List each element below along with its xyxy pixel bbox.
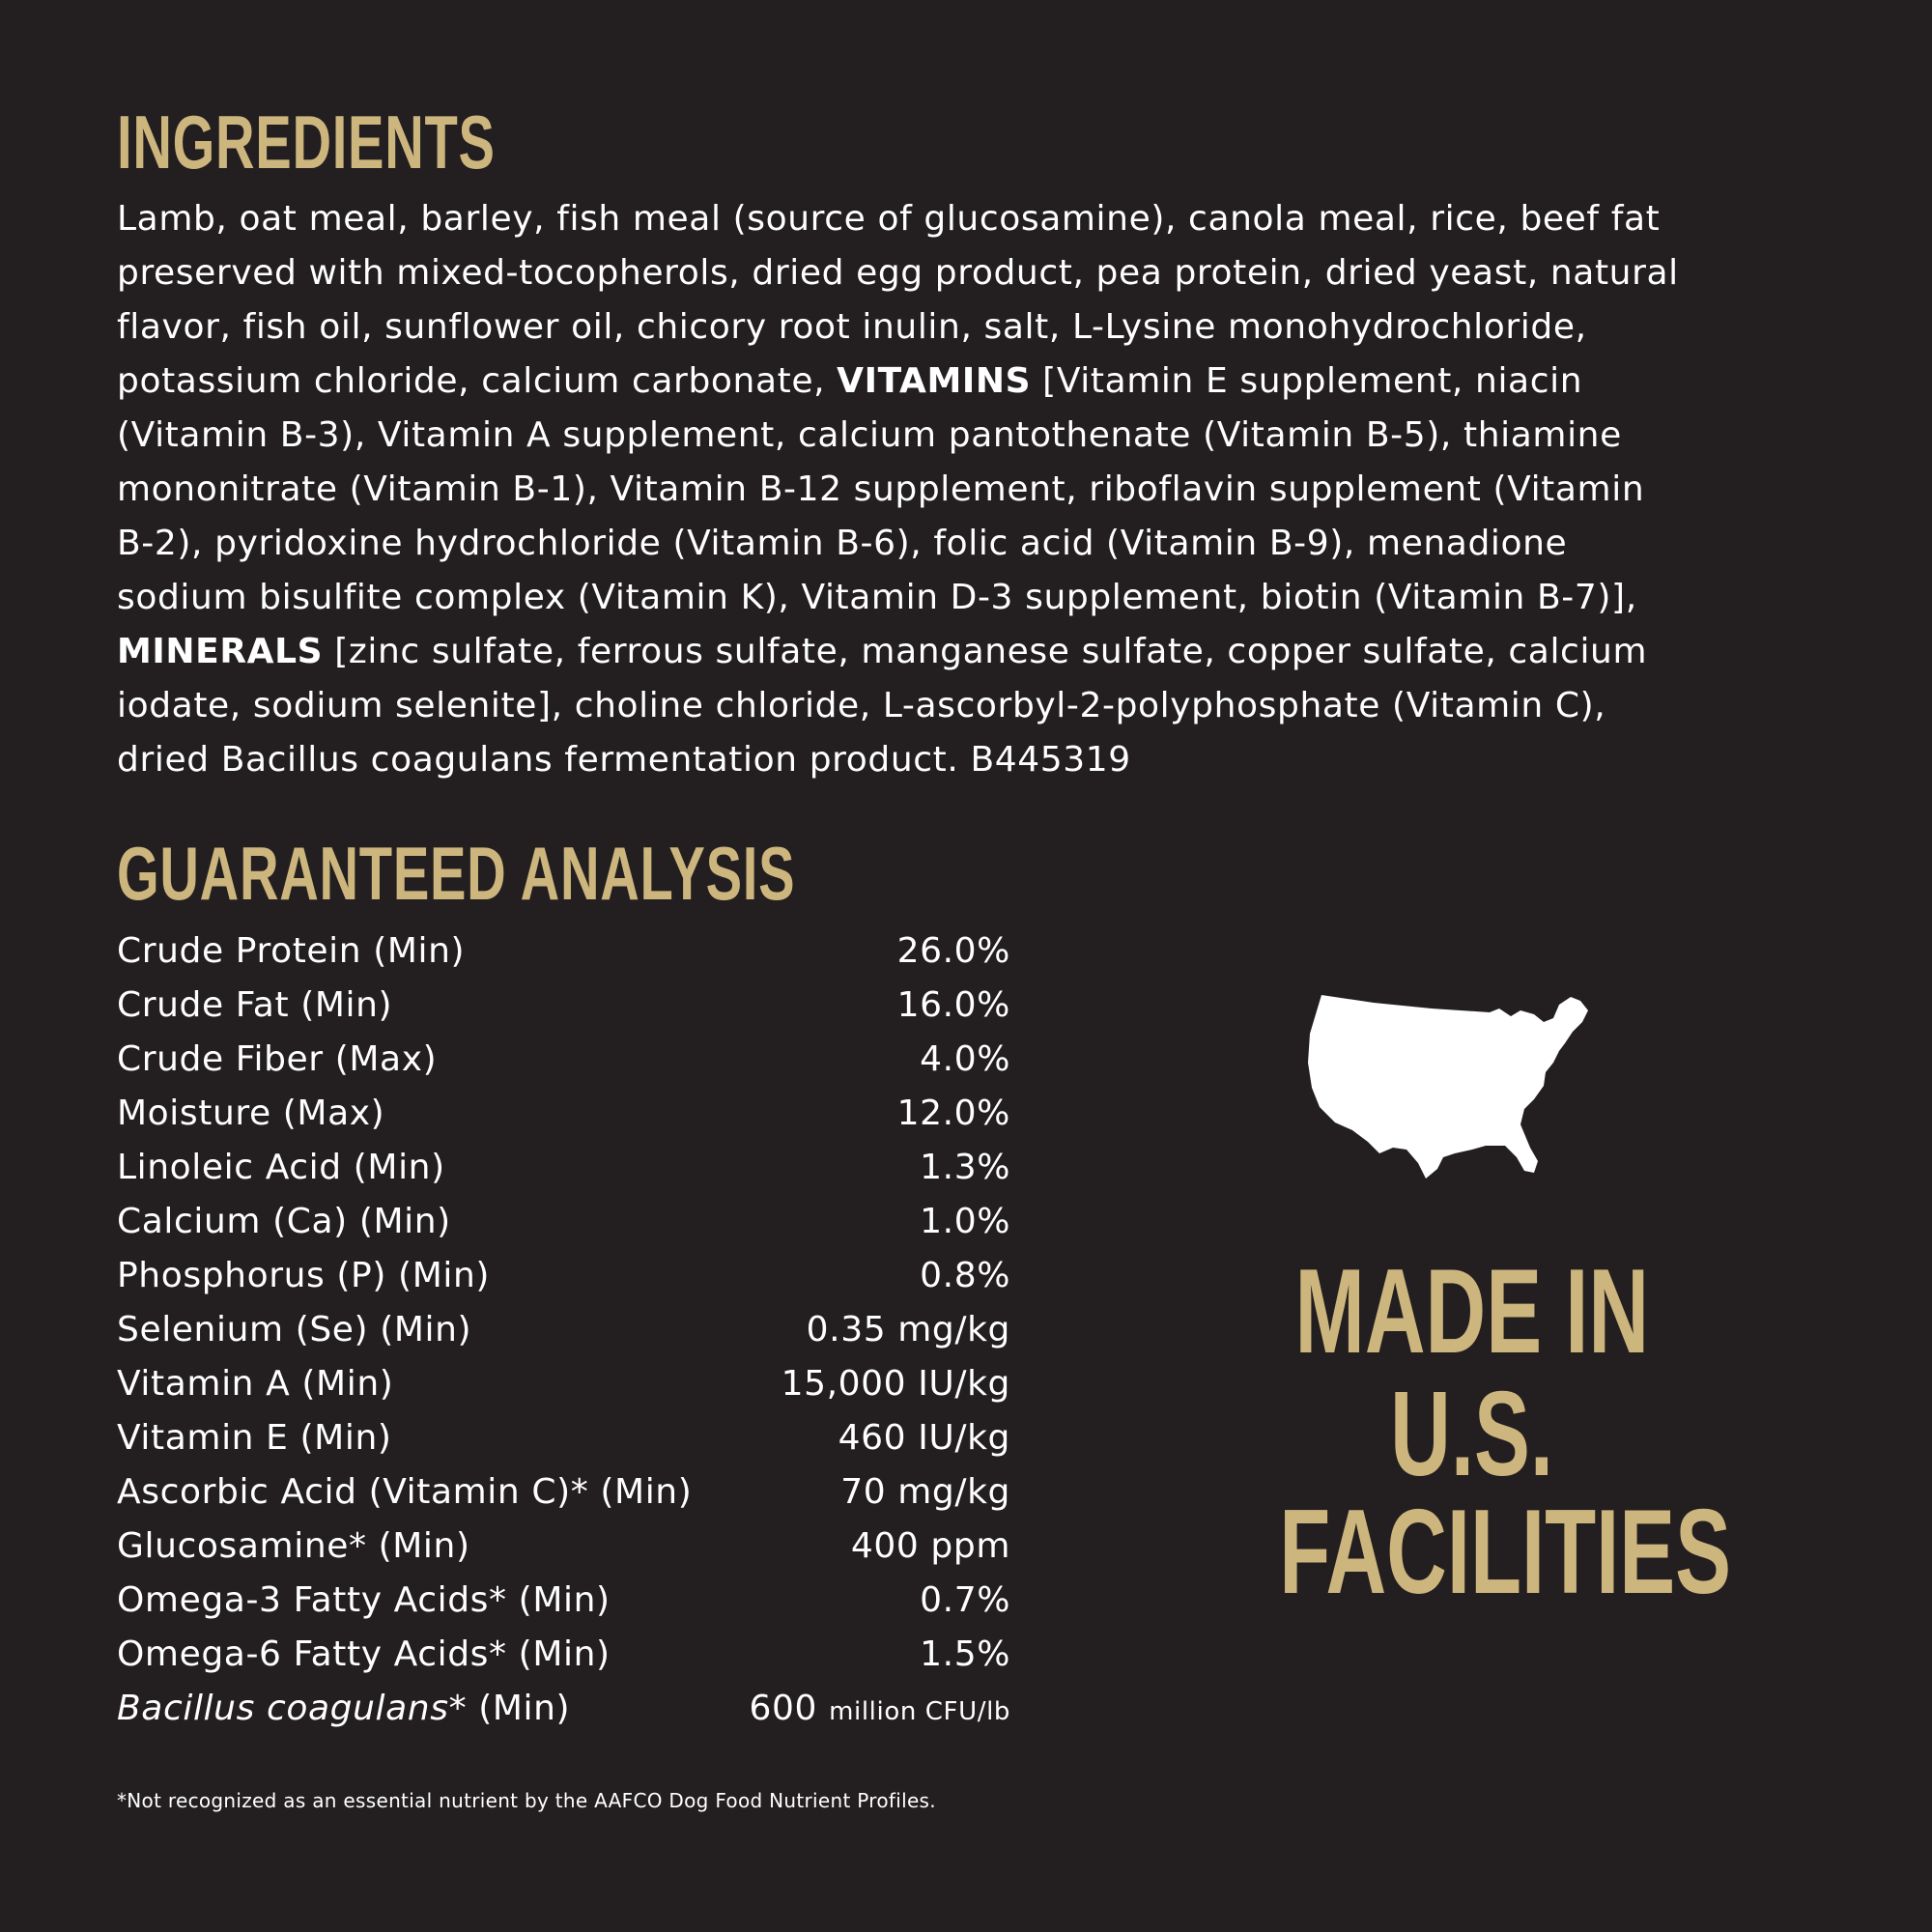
ingredients-segment: preserved with mixed-tocopherols, dried … [117,253,1679,293]
guaranteed-analysis-table: Crude Protein (Min) 26.0% Crude Fat (Min) 1… [117,924,1010,1682]
ingredients-segment: mononitrate (Vitamin B-1), Vitamin B-12 … [117,469,1645,509]
analysis-row: Vitamin A (Min) 15,000 IU/kg [117,1357,1010,1411]
analysis-value: 600 million CFU/lb [749,1689,1010,1728]
analysis-label: Crude Fiber (Max) [117,1039,438,1079]
analysis-label: Ascorbic Acid (Vitamin C)* (Min) [117,1472,693,1512]
ingredients-segment: sodium bisulfite complex (Vitamin K), Vi… [117,578,1637,617]
ingredients-line: mononitrate (Vitamin B-1), Vitamin B-12 … [117,463,1856,517]
ingredients-line: Lamb, oat meal, barley, fish meal (sourc… [117,192,1856,246]
analysis-label: Bacillus coagulans* (Min) [117,1689,571,1728]
guaranteed-analysis-heading: GUARANTEED ANALYSIS [117,831,796,916]
analysis-label: Vitamin A (Min) [117,1364,394,1404]
analysis-label: Glucosamine* (Min) [117,1526,470,1566]
made-in-line-1: MADE IN [1294,1245,1650,1378]
made-in-line-3: FACILITIES [1279,1486,1732,1619]
ingredients-line: sodium bisulfite complex (Vitamin K), Vi… [117,571,1856,625]
ingredients-category: MINERALS [117,632,324,671]
analysis-label: Moisture (Max) [117,1094,385,1133]
analysis-row: Crude Fiber (Max) 4.0% [117,1033,1010,1087]
analysis-value: 1.0% [920,1202,1010,1241]
ingredients-line: preserved with mixed-tocopherols, dried … [117,246,1856,300]
analysis-row: Phosphorus (P) (Min) 0.8% [117,1249,1010,1303]
analysis-row: Omega-6 Fatty Acids* (Min) 1.5% [117,1628,1010,1682]
ingredients-line: MINERALS [zinc sulfate, ferrous sulfate,… [117,625,1856,679]
ingredients-segment: dried Bacillus coagulans fermentation pr… [117,740,1131,780]
analysis-value: 26.0% [896,931,1010,971]
analysis-row: Vitamin E (Min) 460 IU/kg [117,1411,1010,1465]
analysis-label: Omega-6 Fatty Acids* (Min) [117,1634,611,1674]
ingredients-segment: Lamb, oat meal, barley, fish meal (sourc… [117,199,1661,239]
analysis-row: Crude Fat (Min) 16.0% [117,979,1010,1033]
analysis-value: 70 mg/kg [840,1472,1010,1512]
analysis-value: 12.0% [896,1094,1010,1133]
analysis-label: Crude Fat (Min) [117,985,393,1025]
ingredients-line: flavor, fish oil, sunflower oil, chicory… [117,300,1856,355]
ingredients-heading: INGREDIENTS [117,99,496,185]
analysis-row: Ascorbic Acid (Vitamin C)* (Min) 70 mg/kg [117,1465,1010,1520]
analysis-label: Linoleic Acid (Min) [117,1148,445,1187]
made-in-line-2: U.S. [1390,1368,1554,1501]
analysis-row: Omega-3 Fatty Acids* (Min) 0.7% [117,1574,1010,1628]
analysis-row: Selenium (Se) (Min) 0.35 mg/kg [117,1303,1010,1357]
footnote: *Not recognized as an essential nutrient… [117,1789,936,1812]
ingredients-line: potassium chloride, calcium carbonate, V… [117,355,1856,409]
analysis-label: Crude Protein (Min) [117,931,466,971]
analysis-value: 1.5% [920,1634,1010,1674]
analysis-value: 400 ppm [850,1526,1010,1566]
analysis-value: 16.0% [896,985,1010,1025]
analysis-value: 15,000 IU/kg [781,1364,1010,1404]
ingredients-line: (Vitamin B-3), Vitamin A supplement, cal… [117,409,1856,463]
analysis-value: 0.7% [920,1580,1010,1620]
ingredients-line: dried Bacillus coagulans fermentation pr… [117,733,1856,787]
ingredients-line: B-2), pyridoxine hydrochloride (Vitamin … [117,517,1856,571]
analysis-value: 4.0% [920,1039,1010,1079]
ingredients-segment: B-2), pyridoxine hydrochloride (Vitamin … [117,524,1568,563]
ingredients-segment: flavor, fish oil, sunflower oil, chicory… [117,307,1587,347]
ingredients-segment: [Vitamin E supplement, niacin [1031,361,1583,401]
analysis-value: 0.8% [920,1256,1010,1295]
analysis-row: Linoleic Acid (Min) 1.3% [117,1141,1010,1195]
analysis-row: Calcium (Ca) (Min) 1.0% [117,1195,1010,1249]
ingredients-segment: iodate, sodium selenite], choline chlori… [117,686,1606,725]
analysis-label: Calcium (Ca) (Min) [117,1202,451,1241]
analysis-row-bacillus: Bacillus coagulans* (Min) 600 million CF… [117,1682,1010,1736]
analysis-value: 0.35 mg/kg [806,1310,1010,1350]
ingredients-category: VITAMINS [837,361,1032,401]
analysis-row: Glucosamine* (Min) 400 ppm [117,1520,1010,1574]
analysis-row: Crude Protein (Min) 26.0% [117,924,1010,979]
analysis-value: 1.3% [920,1148,1010,1187]
analysis-label: Vitamin E (Min) [117,1418,392,1458]
usa-map-icon [1308,995,1588,1179]
analysis-label: Phosphorus (P) (Min) [117,1256,491,1295]
analysis-label: Omega-3 Fatty Acids* (Min) [117,1580,611,1620]
ingredients-text: Lamb, oat meal, barley, fish meal (sourc… [117,192,1856,787]
ingredients-segment: [zinc sulfate, ferrous sulfate, manganes… [323,632,1648,671]
analysis-label: Selenium (Se) (Min) [117,1310,472,1350]
ingredients-segment: potassium chloride, calcium carbonate, [117,361,838,401]
ingredients-segment: (Vitamin B-3), Vitamin A supplement, cal… [117,415,1622,455]
ingredients-line: iodate, sodium selenite], choline chlori… [117,679,1856,733]
analysis-value: 460 IU/kg [838,1418,1010,1458]
analysis-row: Moisture (Max) 12.0% [117,1087,1010,1141]
